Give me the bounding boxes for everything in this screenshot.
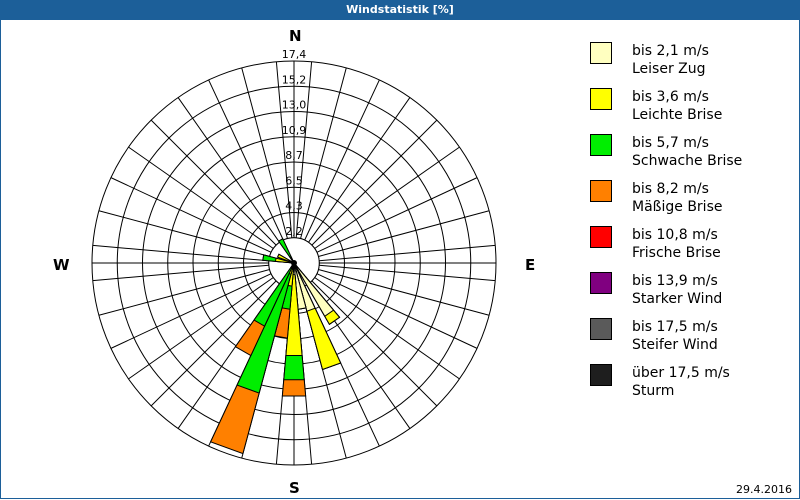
legend-name: Starker Wind (632, 291, 723, 307)
radial-tick-label: 6,5 (285, 174, 303, 187)
legend-item-schwache-brise: bis 5,7 m/s Schwache Brise (590, 134, 790, 180)
legend-range: bis 13,9 m/s (632, 273, 718, 289)
radial-tick-label: 10,9 (282, 124, 307, 137)
compass-west-label: W (53, 256, 70, 274)
radial-tick-labels: 2,2 4,3 6,5 8,7 10,9 13,0 15,2 17,4 (282, 48, 307, 238)
petal-band (253, 262, 295, 327)
legend-name: Schwache Brise (632, 153, 743, 169)
legend: bis 2,1 m/s Leiser Zug bis 3,6 m/s Leichte… (590, 42, 790, 410)
radial-tick-label: 13,0 (282, 99, 307, 112)
date-label: 29.4.2016 (736, 483, 792, 496)
legend-swatch (590, 272, 612, 294)
legend-name: Sturm (632, 383, 675, 399)
legend-name: Leichte Brise (632, 107, 723, 123)
legend-item-frische-brise: bis 10,8 m/s Frische Brise (590, 226, 790, 272)
radial-tick-label: 15,2 (282, 73, 307, 86)
legend-range: bis 17,5 m/s (632, 319, 718, 335)
legend-item-starker-wind: bis 13,9 m/s Starker Wind (590, 272, 790, 318)
compass-north-label: N (289, 27, 302, 45)
radial-tick-label: 2,2 (285, 225, 303, 238)
legend-swatch (590, 226, 612, 248)
legend-swatch (590, 364, 612, 386)
petal-band (293, 262, 335, 318)
compass-east-label: E (525, 256, 536, 274)
legend-range: bis 8,2 m/s (632, 181, 709, 197)
legend-name: Frische Brise (632, 245, 721, 261)
compass-south-label: S (289, 479, 300, 497)
radial-tick-label: 4,3 (285, 200, 303, 213)
legend-name: Mäßige Brise (632, 199, 723, 215)
legend-item-leiser-zug: bis 2,1 m/s Leiser Zug (590, 42, 790, 88)
legend-range: bis 3,6 m/s (632, 89, 709, 105)
legend-swatch (590, 88, 612, 110)
window-title: Windstatistik [%] (0, 0, 800, 20)
legend-range: bis 10,8 m/s (632, 227, 718, 243)
radial-tick-label: 17,4 (282, 48, 307, 61)
legend-swatch (590, 134, 612, 156)
legend-swatch (590, 318, 612, 340)
legend-range: bis 5,7 m/s (632, 135, 709, 151)
wind-petals (209, 238, 342, 455)
legend-item-sturm: über 17,5 m/s Sturm (590, 364, 790, 410)
legend-name: Steifer Wind (632, 337, 718, 353)
legend-swatch (590, 42, 612, 64)
legend-swatch (590, 180, 612, 202)
petal-band (276, 253, 295, 264)
legend-range: über 17,5 m/s (632, 365, 730, 381)
legend-item-steifer-wind: bis 17,5 m/s Steifer Wind (590, 318, 790, 364)
inner-circle (291, 260, 297, 266)
radial-tick-label: 8,7 (285, 149, 303, 162)
legend-item-leichte-brise: bis 3,6 m/s Leichte Brise (590, 88, 790, 134)
legend-range: bis 2,1 m/s (632, 43, 709, 59)
legend-name: Leiser Zug (632, 61, 706, 77)
legend-item-maessige-brise: bis 8,2 m/s Mäßige Brise (590, 180, 790, 226)
